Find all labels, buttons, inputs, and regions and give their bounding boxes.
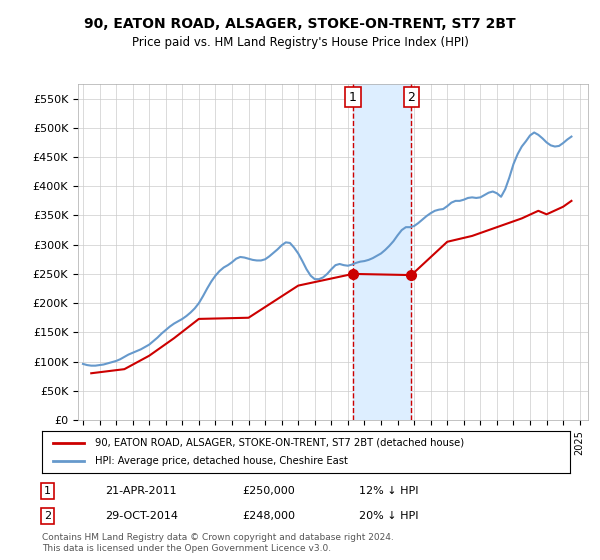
Bar — [353, 84, 412, 420]
Text: 2: 2 — [44, 511, 51, 521]
Text: Contains HM Land Registry data © Crown copyright and database right 2024.
This d: Contains HM Land Registry data © Crown c… — [42, 533, 394, 553]
Text: 21-APR-2011: 21-APR-2011 — [106, 486, 177, 496]
Text: 1: 1 — [44, 486, 51, 496]
Text: 2: 2 — [407, 91, 415, 104]
Text: 90, EATON ROAD, ALSAGER, STOKE-ON-TRENT, ST7 2BT (detached house): 90, EATON ROAD, ALSAGER, STOKE-ON-TRENT,… — [95, 438, 464, 448]
Text: £248,000: £248,000 — [242, 511, 296, 521]
Text: 1: 1 — [349, 91, 357, 104]
Text: 20% ↓ HPI: 20% ↓ HPI — [359, 511, 418, 521]
Text: 90, EATON ROAD, ALSAGER, STOKE-ON-TRENT, ST7 2BT: 90, EATON ROAD, ALSAGER, STOKE-ON-TRENT,… — [84, 17, 516, 31]
Text: HPI: Average price, detached house, Cheshire East: HPI: Average price, detached house, Ches… — [95, 456, 347, 466]
Text: 12% ↓ HPI: 12% ↓ HPI — [359, 486, 418, 496]
Text: Price paid vs. HM Land Registry's House Price Index (HPI): Price paid vs. HM Land Registry's House … — [131, 36, 469, 49]
Text: 29-OCT-2014: 29-OCT-2014 — [106, 511, 178, 521]
Text: £250,000: £250,000 — [242, 486, 295, 496]
